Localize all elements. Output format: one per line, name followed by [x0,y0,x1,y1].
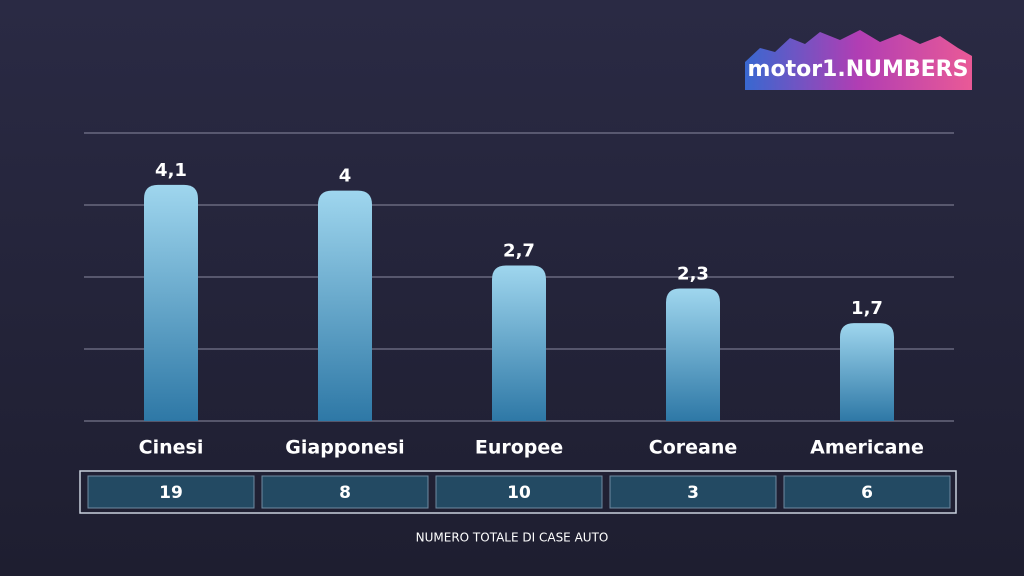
logo-text: motor1.NUMBERS [748,57,969,82]
bar [492,265,546,421]
x-tick-label: Cinesi [139,437,204,459]
counts-caption: NUMERO TOTALE DI CASE AUTO [416,531,609,545]
value-label: 1,7 [851,298,883,319]
count-cell [783,475,951,509]
count-value: 19 [159,483,183,503]
x-tick-label: Giapponesi [285,437,404,459]
value-label: 4 [339,166,352,187]
value-label: 2,7 [503,240,535,261]
count-value: 8 [339,483,351,503]
counts-table: 19 8 10 3 6 [79,470,957,514]
logo: motor1.NUMBERS [745,30,972,90]
bar [318,190,372,421]
count-value: 3 [687,483,699,503]
bar [144,184,198,421]
bar [666,288,720,421]
count-cell [435,475,603,509]
count-cell [87,475,255,509]
x-tick-label: Europee [475,437,563,459]
count-cell [261,475,429,509]
x-tick-label: Coreane [649,437,738,459]
count-cell [609,475,777,509]
count-value: 6 [861,483,873,503]
value-label: 2,3 [677,264,709,285]
value-label: 4,1 [155,160,187,181]
count-value: 10 [507,483,531,503]
bar [840,323,894,421]
x-tick-label: Americane [810,437,924,459]
